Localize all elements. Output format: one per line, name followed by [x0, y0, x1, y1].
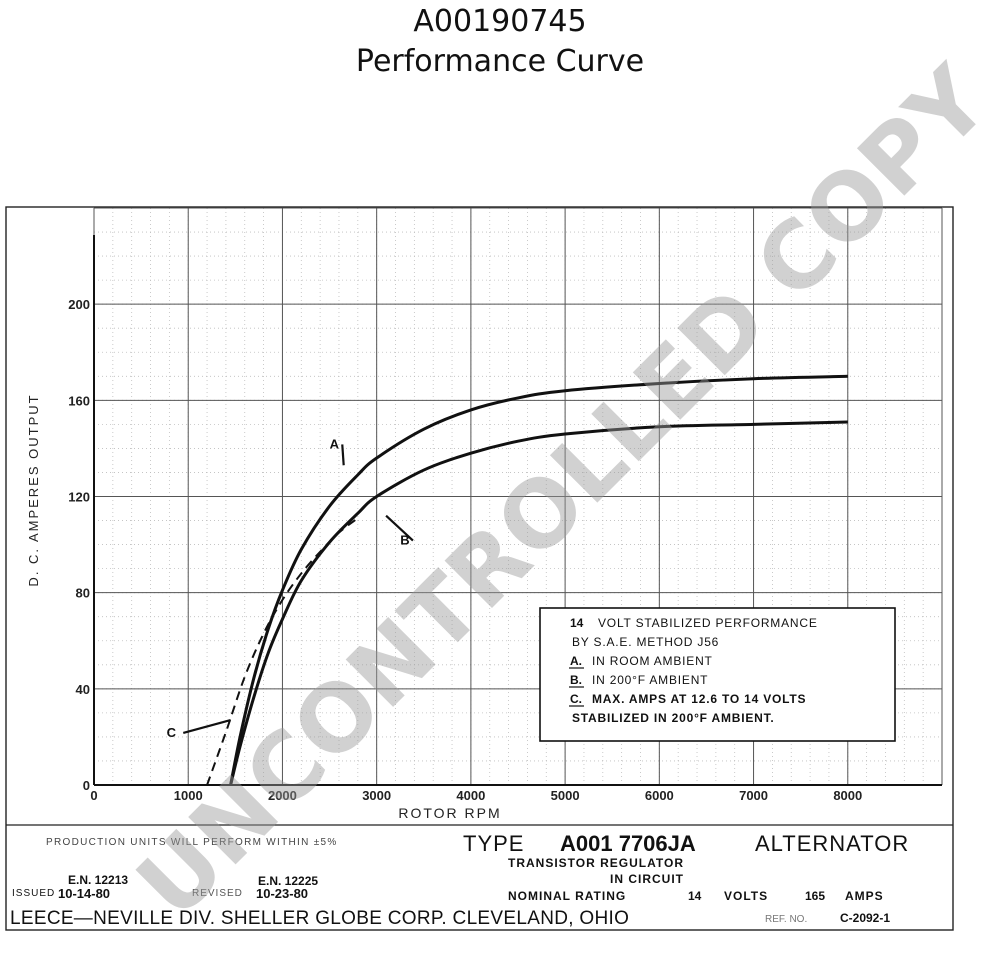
ref-label: REF. NO.	[765, 914, 807, 925]
y-tick-label: 120	[68, 490, 90, 505]
legend-entry: IN ROOM AMBIENT	[592, 654, 713, 668]
x-tick-label: 7000	[739, 788, 768, 803]
production-note: PRODUCTION UNITS WILL PERFORM WITHIN ±5%	[46, 837, 338, 848]
curve-c-label: C	[167, 725, 177, 740]
issued-date: 10-14-80	[58, 886, 110, 901]
series-layer	[206, 374, 848, 786]
x-axis-label: ROTOR RPM	[398, 805, 501, 821]
x-tick-label: 4000	[456, 788, 485, 803]
x-tick-label: 5000	[551, 788, 580, 803]
y-axis-label: D. C. AMPERES OUTPUT	[26, 393, 41, 586]
y-tick-label: 80	[76, 586, 90, 601]
issued-en: E.N. 12213	[68, 873, 128, 887]
nominal-amps: 165	[805, 889, 825, 903]
curve-labels: A B C	[167, 436, 414, 740]
nominal-volts: 14	[688, 889, 702, 903]
x-tick-label: 8000	[833, 788, 862, 803]
x-tick-label: 3000	[362, 788, 391, 803]
series-c-line	[206, 517, 359, 786]
y-tick-labels: 0 40 80 120 160 200	[68, 297, 90, 793]
legend-entry: BY S.A.E. METHOD J56	[572, 635, 719, 649]
legend-entry: STABILIZED IN 200°F AMBIENT.	[572, 711, 775, 725]
alternator-label: ALTERNATOR	[755, 831, 909, 856]
y-tick-label: 160	[68, 393, 90, 408]
footer-block: PRODUCTION UNITS WILL PERFORM WITHIN ±5%…	[10, 831, 909, 929]
x-tick-label: 2000	[268, 788, 297, 803]
curve-b-leader	[385, 514, 414, 542]
x-tick-label: 0	[90, 788, 97, 803]
legend-prefix: C.	[570, 692, 582, 706]
volts-label: VOLTS	[724, 889, 768, 903]
curve-b-label: B	[400, 533, 409, 548]
issued-label: ISSUED	[12, 888, 55, 899]
legend-prefix: 14	[570, 616, 584, 630]
revised-date: 10-23-80	[256, 886, 308, 901]
curve-a-label: A	[330, 436, 340, 451]
page-subtitle: Performance Curve	[355, 44, 645, 79]
legend-box	[539, 607, 896, 742]
model-number: A001 7706JA	[560, 831, 696, 856]
sheet-border	[5, 206, 954, 931]
legend-entry: MAX. AMPS AT 12.6 TO 14 VOLTS	[592, 692, 806, 706]
x-tick-label: 1000	[174, 788, 203, 803]
page-header: A00190745 Performance Curve	[0, 0, 1000, 82]
y-tick-label: 40	[76, 682, 90, 697]
y-tick-label: 200	[68, 297, 90, 312]
revised-label: REVISED	[192, 888, 243, 899]
x-tick-label: 6000	[645, 788, 674, 803]
series-b-line	[229, 420, 848, 786]
y-tick-label: 0	[83, 778, 90, 793]
series-a-line	[229, 374, 848, 786]
amps-label: AMPS	[845, 889, 884, 903]
uncontrolled-copy-watermark: UNCONTROLLED COPY	[117, 46, 1000, 939]
type-label: TYPE	[463, 831, 524, 856]
legend-entries: 14 VOLT STABILIZED PERFORMANCE BY S.A.E. M…	[569, 616, 818, 725]
curve-a-leader	[341, 444, 345, 466]
legend-prefix: B.	[570, 673, 582, 687]
x-tick-labels: 0 1000 2000 3000 4000 5000 6000 7000 8000	[90, 788, 862, 803]
legend-prefix: A.	[570, 654, 582, 668]
regulator-line-1: TRANSISTOR REGULATOR	[508, 856, 684, 870]
revised-en: E.N. 12225	[258, 874, 318, 888]
part-number-title: A00190745	[413, 4, 587, 39]
company-name: LEECE—NEVILLE DIV. SHELLER GLOBE CORP. C…	[10, 908, 629, 929]
legend-entry: IN 200°F AMBIENT	[592, 673, 708, 687]
legend: 14 VOLT STABILIZED PERFORMANCE BY S.A.E. M…	[539, 607, 896, 742]
nominal-rating-label: NOMINAL RATING	[508, 889, 626, 903]
curve-c-leader	[182, 719, 231, 734]
legend-entry: VOLT STABILIZED PERFORMANCE	[598, 616, 818, 630]
regulator-line-2: IN CIRCUIT	[610, 872, 684, 886]
ref-number: C-2092-1	[840, 911, 890, 925]
